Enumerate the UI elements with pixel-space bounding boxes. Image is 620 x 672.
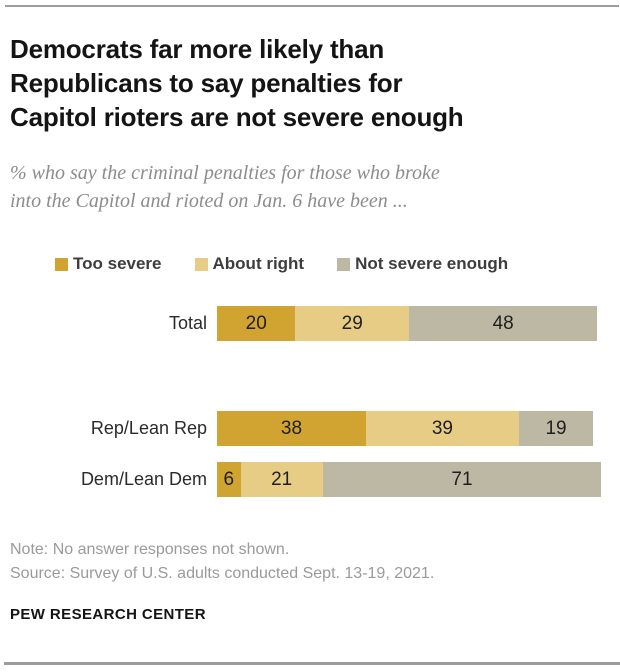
chart-row: Total 20 29 48 (0, 306, 598, 341)
chart-subtitle: % who say the criminal penalties for tho… (10, 159, 440, 215)
bar-value-label: 39 (431, 417, 453, 439)
bar-value-label: 38 (280, 417, 303, 439)
chart-row: Dem/Lean Dem 6 21 71 (0, 462, 602, 497)
legend-swatch-icon (194, 257, 208, 271)
note-text: Note: No answer responses not shown. (10, 541, 290, 558)
legend-label: Not severe enough (355, 254, 509, 273)
row-label: Rep/Lean Rep (90, 418, 207, 438)
legend-label: Too severe (73, 254, 162, 273)
bar-segment: 29 (295, 306, 410, 341)
title-line-2: Republicans to say penalties for (10, 68, 403, 98)
source-text: Source: Survey of U.S. adults conducted … (10, 565, 435, 582)
footnotes: Note: No answer responses not shown. Sou… (10, 538, 434, 586)
title-line-3: Capitol rioters are not severe enough (10, 102, 464, 132)
subtitle-line-2: into the Capitol and rioted on Jan. 6 ha… (10, 190, 408, 212)
chart-legend: Too severe About right Not severe enough (55, 254, 508, 274)
bar-value-label: 29 (341, 312, 363, 334)
bottom-rule (4, 662, 620, 665)
bar-segment: 6 (217, 462, 241, 497)
bar-value-label: 48 (492, 312, 514, 334)
legend-swatch-icon (55, 257, 68, 271)
bar-value-label: 19 (545, 417, 567, 439)
legend-label: About right (212, 254, 305, 273)
pew-research-center-wordmark: PEW RESEARCH CENTER (10, 606, 206, 623)
bar-segment: 19 (518, 411, 594, 446)
title-line-1: Democrats far more likely than (10, 34, 385, 64)
page-title: Democrats far more likely than Republica… (10, 32, 464, 134)
top-rule (5, 5, 619, 7)
legend-item-not-severe-enough: Not severe enough (337, 254, 508, 274)
legend-item-about-right: About right (194, 254, 305, 274)
stacked-bar: 6 21 71 (217, 462, 602, 497)
bar-segment: 21 (240, 462, 323, 497)
stacked-bar: 20 29 48 (217, 306, 598, 341)
bar-segment: 39 (365, 411, 519, 446)
bar-value-label: 20 (245, 312, 267, 334)
row-label: Dem/Lean Dem (80, 469, 207, 489)
bar-value-label: 21 (271, 468, 293, 490)
bar-segment: 48 (409, 306, 598, 341)
bar-segment: 20 (217, 306, 296, 341)
bar-segment: 38 (217, 411, 366, 446)
bar-value-label: 6 (223, 468, 235, 490)
subtitle-line-1: % who say the criminal penalties for tho… (10, 162, 440, 184)
stacked-bar: 38 39 19 (217, 411, 594, 446)
bar-segment: 71 (322, 462, 602, 497)
legend-item-too-severe: Too severe (55, 254, 162, 274)
chart-row: Rep/Lean Rep 38 39 19 (0, 411, 594, 446)
bar-value-label: 71 (451, 468, 473, 490)
legend-swatch-icon (337, 257, 351, 271)
row-label: Total (168, 313, 207, 333)
